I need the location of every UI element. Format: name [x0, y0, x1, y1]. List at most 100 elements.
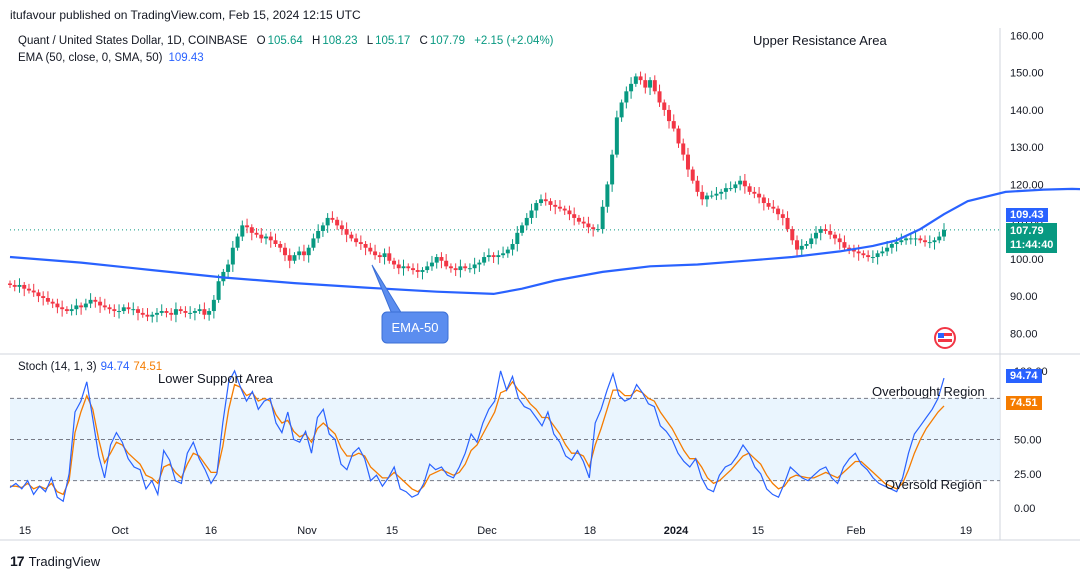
- candle-body: [178, 309, 183, 312]
- candle-body: [505, 249, 510, 254]
- candle-body: [444, 260, 449, 267]
- candle-body: [908, 238, 913, 240]
- candle-body: [55, 303, 60, 308]
- open-value: 105.64: [267, 35, 303, 47]
- candle-body: [804, 244, 809, 246]
- candle-body: [633, 76, 638, 84]
- candle-body: [591, 227, 596, 230]
- candle-body: [107, 307, 112, 310]
- candle-body: [354, 238, 359, 243]
- candle-body: [937, 236, 942, 241]
- candle-body: [714, 193, 719, 196]
- candle-body: [847, 247, 852, 250]
- low-label: L: [366, 35, 374, 47]
- candle-body: [790, 229, 795, 241]
- candle-body: [88, 299, 93, 304]
- candle-body: [31, 290, 36, 293]
- ema-callout-box: [381, 311, 449, 344]
- candle-body: [619, 102, 624, 118]
- candle-body: [904, 238, 909, 241]
- candle-body: [102, 305, 107, 308]
- upper-resistance-note: Upper Resistance Area: [753, 33, 887, 48]
- candle-body: [880, 251, 885, 254]
- candle-body: [297, 251, 302, 256]
- candle-body: [534, 203, 539, 211]
- us-flag-stripe: [938, 339, 952, 342]
- candle-body: [624, 91, 629, 103]
- candle-body: [363, 244, 368, 248]
- candle-body: [482, 257, 487, 263]
- candle-body: [562, 208, 567, 211]
- candle-body: [83, 303, 88, 308]
- candle-body: [885, 247, 890, 252]
- tradingview-mark-icon: 17: [10, 553, 25, 569]
- candle-body: [643, 80, 648, 88]
- time-tick-label: 19: [960, 525, 972, 537]
- tradingview-logo[interactable]: 17 TradingView: [10, 553, 100, 569]
- candle-body: [866, 255, 871, 258]
- candle-body: [344, 229, 349, 235]
- stoch-k-value: 94.74: [100, 361, 130, 373]
- candle-body: [98, 301, 103, 306]
- candle-body: [60, 307, 65, 310]
- candle-body: [733, 184, 738, 189]
- candle-body: [667, 109, 672, 122]
- symbol-legend: Quant / United States Dollar, 1D, COINBA…: [18, 35, 560, 47]
- candle-body: [813, 232, 818, 239]
- price-tick-label: 130.00: [1010, 142, 1044, 154]
- stoch-k-line: [9, 369, 945, 503]
- candle-body: [681, 143, 686, 155]
- candle-body: [685, 154, 690, 170]
- candle-body: [382, 253, 387, 258]
- candle-body: [510, 244, 515, 250]
- candle-body: [695, 180, 700, 192]
- candle-body: [164, 311, 169, 313]
- candle-body: [501, 253, 506, 256]
- candle-body: [211, 299, 216, 312]
- candle-body: [776, 208, 781, 215]
- candle-body: [785, 217, 790, 230]
- time-tick-label: 16: [205, 525, 217, 537]
- candle-body: [207, 311, 212, 315]
- stoch-band: [10, 397, 1000, 482]
- candle-body: [292, 255, 297, 261]
- candle-body: [268, 236, 273, 241]
- candle-body: [676, 128, 681, 144]
- candle-body: [249, 227, 254, 233]
- candle-body: [463, 266, 468, 269]
- candle-body: [600, 206, 605, 230]
- stoch-tick-label: 25.00: [1014, 469, 1042, 481]
- ema-50-line: [9, 187, 1080, 296]
- close-price-tag: 107.79 11:44:40: [1006, 223, 1058, 253]
- candle-body: [173, 309, 178, 315]
- candle-body: [799, 245, 804, 250]
- candle-body: [410, 268, 415, 271]
- candle-body: [311, 238, 316, 248]
- candle-body: [828, 230, 833, 235]
- stoch-k-tag: 94.74: [1006, 369, 1042, 383]
- candle-body: [467, 268, 472, 270]
- candle-body: [870, 257, 875, 259]
- candle-body: [169, 312, 174, 315]
- candle-body: [320, 225, 325, 231]
- candle-body: [719, 191, 724, 194]
- candle-body: [358, 242, 363, 244]
- us-flag-canton: [938, 333, 944, 338]
- candle-body: [757, 193, 762, 198]
- candle-body: [752, 191, 757, 194]
- candle-body: [539, 199, 544, 204]
- candle-body: [899, 240, 904, 243]
- candle-body: [861, 253, 866, 256]
- candle-body: [145, 314, 150, 317]
- candle-body: [22, 284, 27, 289]
- candle-body: [429, 262, 434, 267]
- time-tick-label: 15: [752, 525, 764, 537]
- candle-body: [230, 247, 235, 265]
- candle-body: [942, 229, 946, 237]
- candle-body: [112, 309, 117, 312]
- candle-body: [766, 203, 771, 207]
- candle-body: [325, 217, 330, 226]
- candle-body: [818, 229, 823, 233]
- candle-body: [245, 225, 250, 228]
